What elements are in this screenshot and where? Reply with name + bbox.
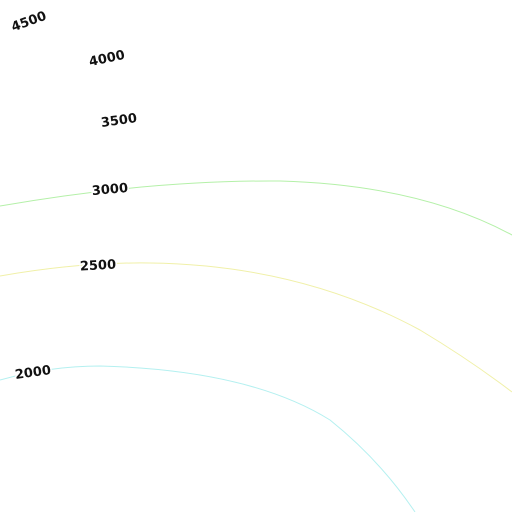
contour-line: [0, 262, 512, 393]
contour-line: [0, 365, 416, 512]
contour-label: 3000: [91, 181, 128, 199]
contour-label: 3500: [100, 111, 138, 131]
contour-label: 2000: [14, 363, 52, 383]
contour-label: 2500: [80, 258, 117, 275]
contour-line: [0, 180, 512, 236]
